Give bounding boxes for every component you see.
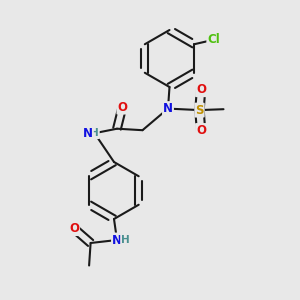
Text: O: O	[196, 124, 206, 137]
Text: O: O	[69, 222, 79, 235]
Text: O: O	[117, 100, 128, 114]
Text: H: H	[90, 128, 99, 138]
Text: Cl: Cl	[207, 33, 220, 46]
Text: H: H	[121, 235, 130, 245]
Text: N: N	[112, 233, 122, 247]
Text: N: N	[163, 102, 173, 115]
Text: O: O	[196, 83, 206, 96]
Text: S: S	[195, 103, 204, 117]
Text: N: N	[83, 127, 93, 140]
